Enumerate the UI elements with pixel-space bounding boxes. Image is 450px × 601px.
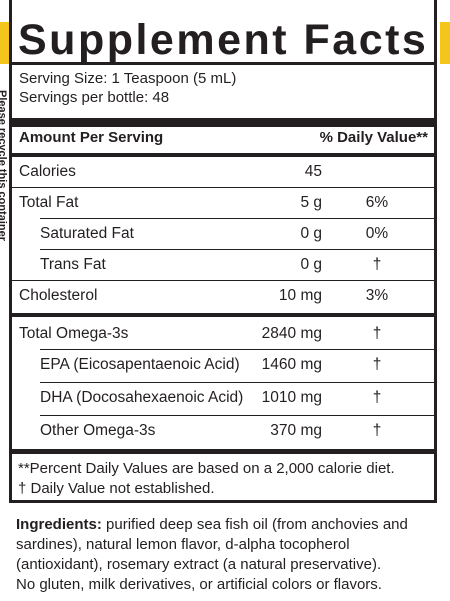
nutrient-daily-value: † bbox=[372, 356, 382, 373]
row-rule bbox=[40, 415, 434, 416]
footnote-daily-values: **Percent Daily Values are based on a 2,… bbox=[18, 460, 395, 477]
supplement-facts-panel: Supplement Facts Serving Size: 1 Teaspoo… bbox=[9, 0, 437, 503]
nutrient-name: Saturated Fat bbox=[40, 225, 134, 242]
row-rule bbox=[40, 249, 434, 250]
ingredients-block: Ingredients: purified deep sea fish oil … bbox=[16, 515, 440, 595]
row-rule bbox=[12, 187, 434, 188]
panel-title: Supplement Facts bbox=[18, 16, 429, 64]
footnote-not-established: † Daily Value not established. bbox=[18, 480, 215, 497]
nutrient-amount: 10 mg bbox=[278, 287, 322, 304]
nutrient-name: Trans Fat bbox=[40, 256, 106, 273]
accent-stripe-right bbox=[440, 22, 450, 64]
row-rule bbox=[12, 280, 434, 281]
amount-per-serving-label: Amount Per Serving bbox=[19, 129, 164, 146]
daily-value-label: % Daily Value** bbox=[319, 129, 428, 146]
nutrient-daily-value: 6% bbox=[365, 194, 389, 211]
serving-info: Serving Size: 1 Teaspoon (5 mL) Servings… bbox=[19, 69, 236, 107]
thick-rule bbox=[12, 118, 434, 127]
ingredients-label: Ingredients: bbox=[16, 516, 102, 533]
header-rule bbox=[12, 153, 434, 157]
nutrient-amount: 1010 mg bbox=[261, 389, 322, 406]
section-rule bbox=[12, 313, 434, 317]
nutrient-amount: 0 g bbox=[300, 256, 322, 273]
ingredients-note: No gluten, milk derivatives, or artifici… bbox=[16, 576, 382, 593]
serving-size: Serving Size: 1 Teaspoon (5 mL) bbox=[19, 70, 237, 87]
nutrient-daily-value: 0% bbox=[365, 225, 389, 242]
nutrient-daily-value: † bbox=[372, 389, 382, 406]
nutrient-amount: 1460 mg bbox=[261, 356, 322, 373]
servings-per-bottle: Servings per bottle: 48 bbox=[19, 89, 170, 106]
nutrient-row: Other Omega-3s 370 mg † bbox=[12, 416, 434, 447]
row-rule bbox=[40, 218, 434, 219]
nutrient-name: Total Fat bbox=[19, 194, 79, 211]
nutrient-name: Total Omega-3s bbox=[19, 325, 129, 342]
nutrient-daily-value: † bbox=[372, 422, 382, 439]
nutrient-row: Total Omega-3s 2840 mg † bbox=[12, 319, 434, 350]
nutrient-row: Trans Fat 0 g † bbox=[12, 250, 434, 281]
nutrient-name: EPA (Eicosapentaenoic Acid) bbox=[40, 356, 240, 373]
nutrient-name: Other Omega-3s bbox=[40, 422, 156, 439]
accent-stripe-left bbox=[0, 22, 9, 64]
nutrient-amount: 45 bbox=[304, 163, 322, 180]
nutrient-name: Calories bbox=[19, 163, 76, 180]
nutrient-row: Saturated Fat 0 g 0% bbox=[12, 219, 434, 250]
title-rule bbox=[12, 62, 434, 65]
nutrient-row: Calories 45 bbox=[12, 157, 434, 188]
nutrient-name: DHA (Docosahexaenoic Acid) bbox=[40, 389, 244, 406]
nutrient-row: Cholesterol 10 mg 3% bbox=[12, 281, 434, 312]
nutrient-row: DHA (Docosahexaenoic Acid) 1010 mg † bbox=[12, 383, 434, 414]
nutrient-daily-value: † bbox=[372, 325, 382, 342]
nutrient-daily-value: † bbox=[372, 256, 382, 273]
side-recycle-text: Please recycle this container bbox=[0, 90, 8, 242]
row-rule bbox=[40, 382, 434, 383]
nutrient-row: EPA (Eicosapentaenoic Acid) 1460 mg † bbox=[12, 350, 434, 381]
nutrient-row: Total Fat 5 g 6% bbox=[12, 188, 434, 219]
nutrient-amount: 2840 mg bbox=[261, 325, 322, 342]
row-rule bbox=[40, 349, 434, 350]
nutrient-name: Cholesterol bbox=[19, 287, 98, 304]
nutrient-amount: 370 mg bbox=[270, 422, 322, 439]
nutrient-amount: 5 g bbox=[300, 194, 322, 211]
ingredients-text: purified deep sea fish oil (from anchovi… bbox=[16, 516, 408, 573]
nutrient-daily-value: 3% bbox=[365, 287, 389, 304]
bottom-thick-rule bbox=[12, 449, 434, 454]
nutrient-amount: 0 g bbox=[300, 225, 322, 242]
table-header: Amount Per Serving % Daily Value** bbox=[19, 127, 428, 149]
